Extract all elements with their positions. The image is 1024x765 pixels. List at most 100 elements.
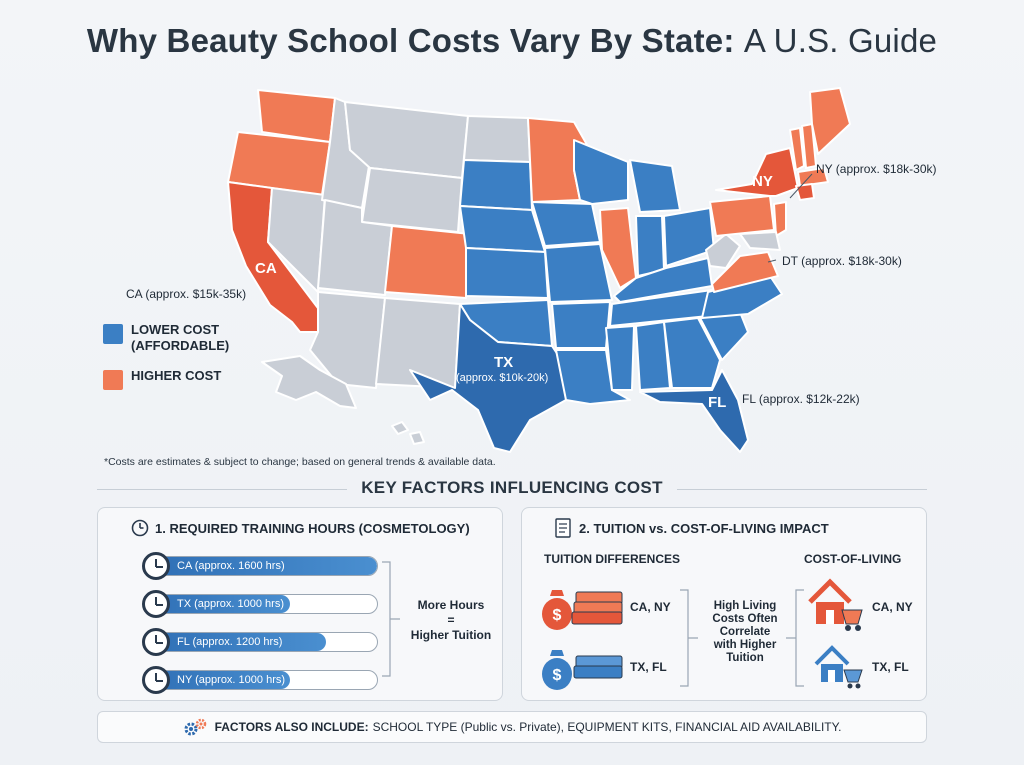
state-wy	[361, 167, 463, 233]
hours-bar-fill	[147, 633, 327, 651]
page-title-light: A U.S. Guide	[743, 22, 938, 59]
state-ks	[465, 247, 549, 299]
hours-bar-fill	[147, 557, 377, 575]
house-high-icon	[808, 578, 863, 631]
page-title-bold: Why Beauty School Costs Vary By State:	[86, 22, 735, 59]
state-fl	[639, 369, 749, 453]
hours-bar-label: FL (approx. 1200 hrs)	[177, 636, 283, 648]
state-ct	[795, 183, 815, 201]
callout-ny: NY (approx. $18k-30k)	[816, 162, 937, 176]
tag-tx: TX	[494, 354, 514, 371]
bracket-icon	[382, 561, 400, 677]
state-ms	[605, 325, 635, 391]
state-il	[599, 207, 637, 289]
panel1-title: 1. REQUIRED TRAINING HOURS (COSMETOLOGY)	[155, 521, 470, 536]
state-sd	[459, 159, 533, 211]
hours-bar-label: NY (approx. 1000 hrs)	[177, 674, 286, 686]
state-oh	[663, 207, 715, 267]
state-wv	[705, 233, 741, 269]
state-ak	[261, 355, 357, 409]
state-hi	[391, 421, 425, 445]
clock-icon	[142, 628, 170, 656]
clock-icon	[131, 519, 149, 537]
state-va	[711, 251, 779, 293]
tag-ca: CA	[255, 260, 277, 277]
col-low-label: TX, FL	[872, 660, 909, 674]
state-me	[809, 87, 851, 155]
legend-higher-label: HIGHER COST	[131, 368, 222, 383]
legend-lower-swatch	[103, 324, 123, 344]
clock-icon	[142, 590, 170, 618]
state-al	[635, 321, 671, 391]
state-ia	[531, 201, 601, 247]
divider-right	[677, 489, 927, 490]
hours-bar: CA (approx. 1600 hrs)	[146, 556, 378, 576]
footer-bold: FACTORS ALSO INCLUDE:	[214, 720, 369, 734]
gears-icon	[184, 718, 206, 736]
right-bracket	[786, 589, 804, 687]
callout-fl: FL (approx. $12k-22k)	[742, 392, 860, 406]
factors-title: KEY FACTORS INFLUENCING COST	[361, 478, 663, 497]
state-mi	[629, 159, 681, 213]
us-map-svg	[227, 87, 851, 453]
callout-ca: CA (approx. $15k-35k)	[126, 287, 247, 301]
legend-lower-label: LOWER COST (AFFORDABLE)	[131, 322, 230, 353]
footer-text: SCHOOL TYPE (Public vs. Private), EQUIPM…	[372, 720, 842, 734]
state-in	[635, 215, 665, 277]
clock-icon	[142, 552, 170, 580]
page-title: Why Beauty School Costs Vary By State: A…	[0, 22, 1024, 60]
left-bracket	[680, 589, 698, 687]
correlation-text: High Living Costs Often Correlate with H…	[712, 600, 778, 664]
state-pa	[709, 195, 775, 237]
hours-bar-label: TX (approx. 1000 hrs)	[177, 598, 284, 610]
callout-tx: (approx. $10k-20k)	[456, 372, 549, 384]
us-cost-map: CA NY TX FL (approx. $10k-20k) CA (appro…	[0, 70, 1024, 470]
state-ny	[715, 147, 799, 197]
legend-higher-swatch	[103, 370, 123, 390]
state-nj	[773, 201, 787, 237]
svg-text:$: $	[553, 667, 562, 684]
legend-higher: HIGHER COST	[103, 368, 229, 390]
col-high-label: CA, NY	[872, 600, 913, 614]
divider-left	[97, 489, 347, 490]
state-md	[739, 231, 781, 251]
document-icon	[555, 518, 571, 538]
state-ne	[459, 205, 546, 253]
tag-fl: FL	[708, 394, 727, 411]
money-bag-low-icon: $	[542, 650, 623, 690]
state-co	[384, 225, 471, 299]
svg-text:$: $	[553, 607, 562, 624]
panel-training-hours: 1. REQUIRED TRAINING HOURS (COSMETOLOGY)…	[97, 507, 503, 701]
legend-lower: LOWER COST (AFFORDABLE)	[103, 322, 229, 354]
tuition-low-label: TX, FL	[630, 660, 667, 674]
hours-bar-fill	[147, 595, 290, 613]
col-heading: COST-OF-LIVING	[804, 552, 902, 566]
clock-icon	[142, 666, 170, 694]
hours-bar: NY (approx. 1000 hrs)	[146, 670, 378, 690]
tag-ny: NY	[752, 173, 773, 190]
money-bag-high-icon: $	[542, 590, 623, 630]
footer-factors: FACTORS ALSO INCLUDE: SCHOOL TYPE (Publi…	[97, 711, 927, 743]
state-vt	[789, 127, 805, 171]
hours-conclusion: More Hours = Higher Tuition	[410, 598, 492, 642]
tuition-heading: TUITION DIFFERENCES	[544, 552, 681, 566]
hours-bar: TX (approx. 1000 hrs)	[146, 594, 378, 614]
hours-bar-fill	[147, 671, 290, 689]
hours-bar-label: CA (approx. 1600 hrs)	[177, 560, 285, 572]
state-ar	[551, 301, 611, 349]
panel-tuition-col: 2. TUITION vs. COST-OF-LIVING IMPACT TUI…	[521, 507, 927, 701]
state-ga	[663, 317, 721, 389]
state-tx	[409, 303, 569, 453]
state-wi	[573, 139, 629, 205]
map-legend: LOWER COST (AFFORDABLE) HIGHER COST	[103, 322, 229, 404]
house-low-icon	[814, 645, 863, 689]
disclaimer-note: *Costs are estimates & subject to change…	[104, 456, 496, 468]
state-nh	[801, 123, 817, 169]
state-wa	[257, 89, 336, 143]
state-nd	[463, 115, 531, 163]
callout-dt: DT (approx. $18k-30k)	[782, 254, 902, 268]
tuition-high-label: CA, NY	[630, 600, 671, 614]
panel2-title: 2. TUITION vs. COST-OF-LIVING IMPACT	[579, 521, 829, 536]
state-mo	[544, 243, 613, 303]
hours-bar: FL (approx. 1200 hrs)	[146, 632, 378, 652]
